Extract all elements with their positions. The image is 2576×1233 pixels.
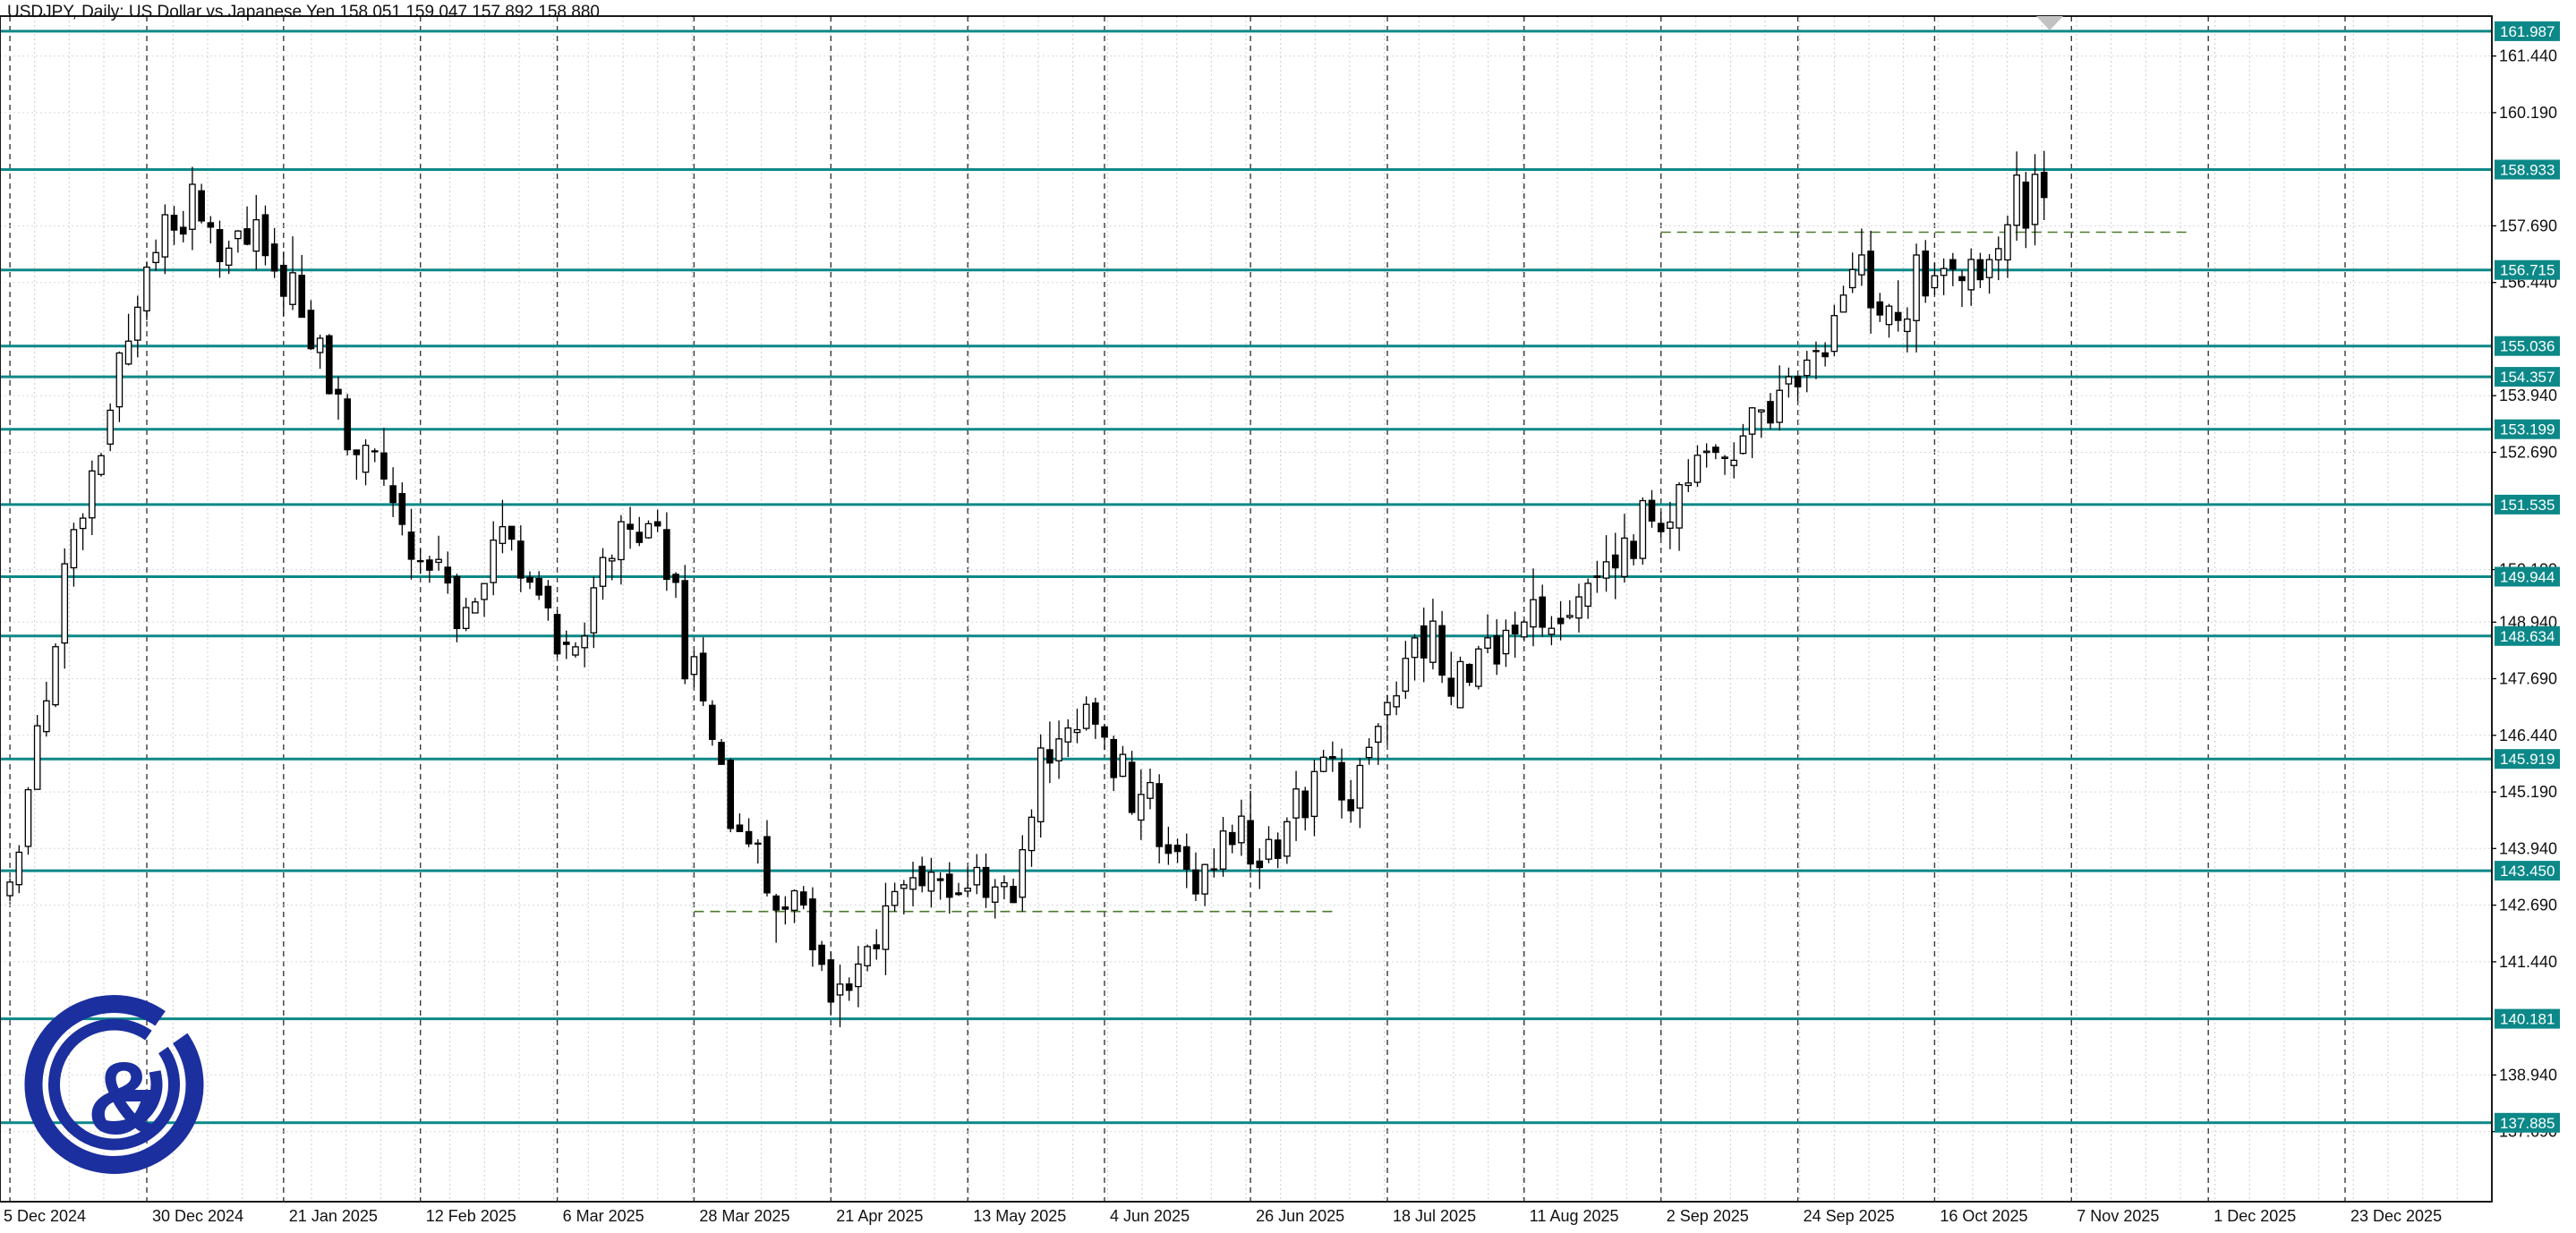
svg-text:16 Oct 2025: 16 Oct 2025: [1940, 1207, 2027, 1225]
svg-text:149.944: 149.944: [2500, 569, 2555, 586]
svg-text:160.190: 160.190: [2499, 104, 2557, 122]
svg-text:23 Dec 2025: 23 Dec 2025: [2350, 1207, 2442, 1225]
svg-text:161.440: 161.440: [2499, 47, 2557, 65]
svg-text:USDJPY, Daily: US Dollar vs J: USDJPY, Daily: US Dollar vs Japanese Yen…: [7, 3, 600, 21]
svg-text:4 Jun 2025: 4 Jun 2025: [1110, 1207, 1190, 1225]
svg-text:18 Jul 2025: 18 Jul 2025: [1393, 1207, 1476, 1225]
svg-text:13 May 2025: 13 May 2025: [973, 1207, 1066, 1225]
svg-text:157.690: 157.690: [2499, 217, 2557, 234]
svg-text:155.036: 155.036: [2500, 338, 2555, 355]
svg-text:145.190: 145.190: [2499, 783, 2557, 801]
svg-text:153.940: 153.940: [2499, 387, 2557, 404]
svg-text:156.715: 156.715: [2500, 262, 2555, 279]
svg-text:137.885: 137.885: [2500, 1115, 2555, 1132]
svg-text:151.535: 151.535: [2500, 497, 2555, 514]
svg-text:26 Jun 2025: 26 Jun 2025: [1256, 1207, 1344, 1225]
svg-text:6 Mar 2025: 6 Mar 2025: [563, 1207, 644, 1225]
svg-text:141.440: 141.440: [2499, 953, 2557, 971]
svg-text:153.199: 153.199: [2500, 421, 2555, 438]
svg-text:148.634: 148.634: [2500, 628, 2555, 645]
svg-text:143.940: 143.940: [2499, 839, 2557, 857]
svg-text:21 Apr 2025: 21 Apr 2025: [836, 1207, 923, 1225]
svg-text:158.933: 158.933: [2500, 162, 2555, 179]
svg-text:24 Sep 2025: 24 Sep 2025: [1804, 1207, 1895, 1225]
svg-text:21 Jan 2025: 21 Jan 2025: [289, 1207, 378, 1225]
svg-text:152.690: 152.690: [2499, 444, 2557, 462]
svg-text:2 Sep 2025: 2 Sep 2025: [1667, 1207, 1749, 1225]
svg-text:12 Feb 2025: 12 Feb 2025: [426, 1207, 516, 1225]
svg-text:146.440: 146.440: [2499, 727, 2557, 744]
svg-text:28 Mar 2025: 28 Mar 2025: [699, 1207, 789, 1225]
svg-text:30 Dec 2024: 30 Dec 2024: [152, 1207, 243, 1225]
svg-text:138.940: 138.940: [2499, 1066, 2557, 1084]
svg-text:145.919: 145.919: [2500, 751, 2555, 768]
svg-text:5 Dec 2024: 5 Dec 2024: [4, 1207, 86, 1225]
svg-text:147.690: 147.690: [2499, 670, 2557, 688]
svg-text:7 Nov 2025: 7 Nov 2025: [2077, 1207, 2159, 1225]
svg-text:142.690: 142.690: [2499, 897, 2557, 914]
svg-text:11 Aug 2025: 11 Aug 2025: [1530, 1207, 1619, 1225]
svg-text:143.450: 143.450: [2500, 863, 2555, 880]
svg-text:1 Dec 2025: 1 Dec 2025: [2213, 1207, 2296, 1225]
svg-text:161.987: 161.987: [2500, 23, 2555, 40]
svg-text:140.181: 140.181: [2500, 1011, 2555, 1028]
svg-text:154.357: 154.357: [2500, 369, 2555, 386]
